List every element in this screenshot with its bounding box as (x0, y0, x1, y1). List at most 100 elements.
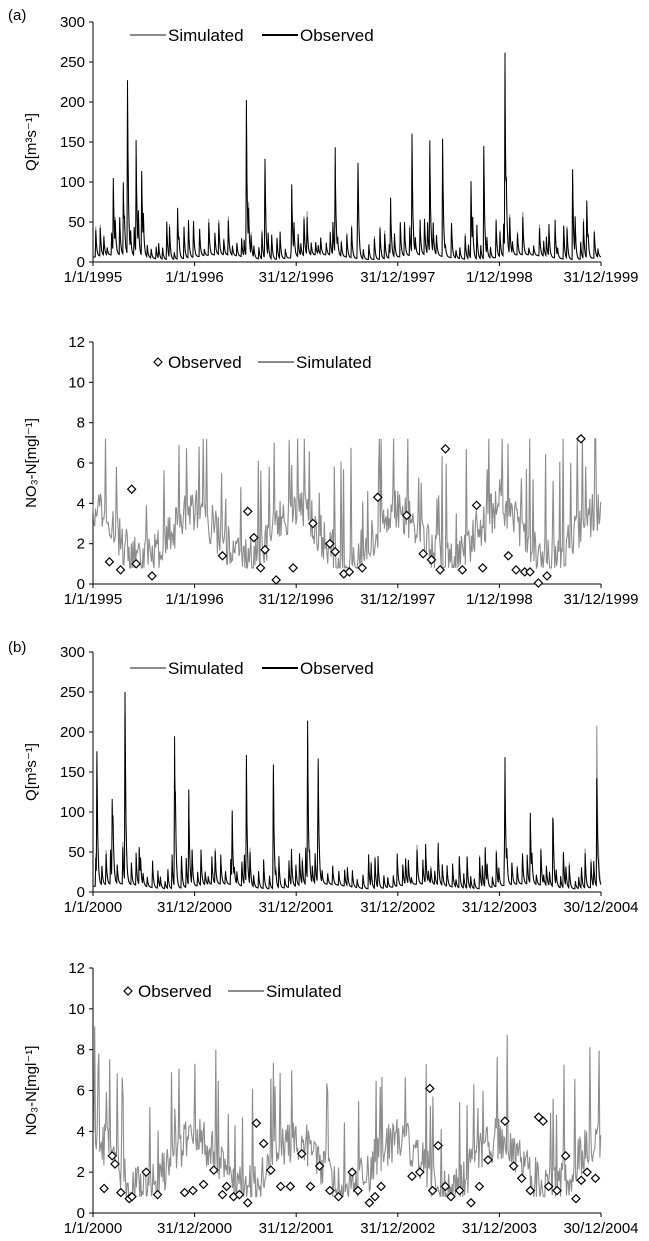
observed-point (314, 1161, 325, 1171)
observed-point (325, 538, 335, 549)
observed-point (508, 1161, 519, 1171)
observed-point (418, 548, 428, 559)
x-tick-label: 31/12/1996 (259, 269, 334, 286)
x-tick-label: 31/12/2003 (462, 1220, 537, 1237)
x-tick-label: 1/1/1996 (165, 591, 223, 608)
y-tick-label: 2 (77, 1164, 85, 1181)
x-tick-label: 31/12/2002 (360, 899, 435, 916)
y-tick-label: 4 (77, 495, 85, 512)
y-tick-label: 6 (77, 1083, 85, 1100)
y-tick-label: 12 (68, 960, 85, 977)
observed-point (440, 1181, 451, 1192)
observed-point (538, 1116, 548, 1126)
legend-swatch-observed (123, 986, 133, 996)
y-tick-label: 12 (68, 334, 85, 351)
observed-point (525, 567, 535, 577)
observed-point (325, 1185, 335, 1196)
observed-point (275, 1181, 286, 1192)
x-tick-label: 31/12/2001 (259, 1220, 334, 1237)
y-tick-label: 150 (60, 764, 85, 781)
observed-point (152, 1189, 163, 1200)
observed-point (234, 1189, 245, 1200)
x-tick-label: 31/12/1997 (360, 591, 435, 608)
observed-point (260, 544, 270, 555)
observed-point (255, 563, 266, 573)
x-tick-label: 30/12/2004 (563, 1220, 638, 1237)
observed-point (560, 1150, 571, 1161)
y-axis-label: Q[m³s⁻¹] (23, 743, 40, 801)
observed-point (333, 1191, 344, 1202)
observed-point (590, 1173, 601, 1184)
observed-point (107, 1150, 118, 1161)
x-tick-label: 1/1/2000 (64, 899, 122, 916)
chart-panel-2: 0 2 4 6 8 10 12 1/1/1995 1/1/1996 31/12/1996 31/12… (23, 334, 639, 608)
y-tick-label: 300 (60, 14, 85, 31)
observed-point (110, 1159, 120, 1169)
panel-label: (a) (8, 7, 26, 24)
y-tick-label: 50 (68, 844, 85, 861)
x-tick-label: 1/1/2000 (64, 1220, 122, 1237)
observed-point (542, 571, 552, 581)
observed-point (104, 556, 115, 567)
y-tick-label: 0 (77, 1205, 85, 1222)
observed-point (576, 1175, 587, 1186)
observed-point (285, 1181, 296, 1192)
observed-point (543, 1181, 554, 1192)
observed-point (457, 565, 468, 575)
observed-point (401, 510, 412, 521)
y-tick-label: 10 (68, 1001, 85, 1018)
observed-point (426, 554, 437, 565)
x-tick-label: 31/12/1999 (563, 269, 638, 286)
observed-point (483, 1155, 493, 1165)
x-tick-label: 1/12/1998 (466, 591, 533, 608)
observed-point (126, 484, 137, 495)
y-tick-label: 0 (77, 884, 85, 901)
legend-label-simulated: Simulated (266, 982, 342, 1001)
x-tick-label: 31/12/2001 (259, 899, 334, 916)
observed-point (516, 1173, 527, 1184)
observed-point (427, 1185, 438, 1196)
legend-label-simulated: Simulated (296, 353, 372, 372)
x-tick-label: 1/12/1998 (466, 269, 533, 286)
observed-point (251, 1118, 262, 1129)
observed-point (433, 1140, 444, 1151)
observed-point (115, 1187, 126, 1198)
x-tick-label: 1/1/1995 (64, 269, 122, 286)
observed-point (576, 433, 586, 444)
observed-point (217, 1189, 228, 1200)
observed-point (424, 1083, 435, 1094)
observed-point (147, 571, 157, 581)
observed-point (99, 1183, 109, 1194)
y-tick-label: 200 (60, 724, 85, 741)
observed-point (471, 500, 482, 511)
observed-point (407, 1171, 417, 1182)
observed-point (370, 1191, 380, 1202)
y-axis-label: NO₃-N[mgl⁻¹] (23, 418, 40, 508)
chart-panel-1: (a) 0 50 100 150 200 250 300 1/1/1995 1/1/1996 31/… (8, 7, 639, 286)
x-tick-label: 31/12/1997 (360, 269, 435, 286)
series-simulated (92, 1026, 602, 1199)
x-tick-label: 31/12/2003 (462, 899, 537, 916)
y-tick-label: 10 (68, 374, 85, 391)
observed-point (474, 1181, 485, 1192)
observed-point (503, 550, 514, 561)
x-tick-label: 31/12/2000 (157, 1220, 232, 1237)
observed-point (571, 1193, 581, 1204)
observed-point (582, 1167, 592, 1178)
y-tick-label: 6 (77, 455, 85, 472)
observed-point (500, 1116, 510, 1126)
y-tick-label: 4 (77, 1123, 85, 1140)
x-tick-label: 1/1/1996 (165, 269, 223, 286)
y-tick-label: 250 (60, 54, 85, 71)
observed-point (198, 1179, 209, 1190)
observed-point (208, 1165, 219, 1175)
y-tick-label: 100 (60, 174, 85, 191)
observed-point (242, 1197, 253, 1208)
x-tick-label: 30/12/2004 (563, 899, 638, 916)
panel-label: (b) (8, 639, 26, 656)
observed-point (372, 492, 383, 503)
observed-point (271, 575, 282, 585)
y-tick-label: 300 (60, 644, 85, 661)
observed-point (131, 558, 141, 569)
